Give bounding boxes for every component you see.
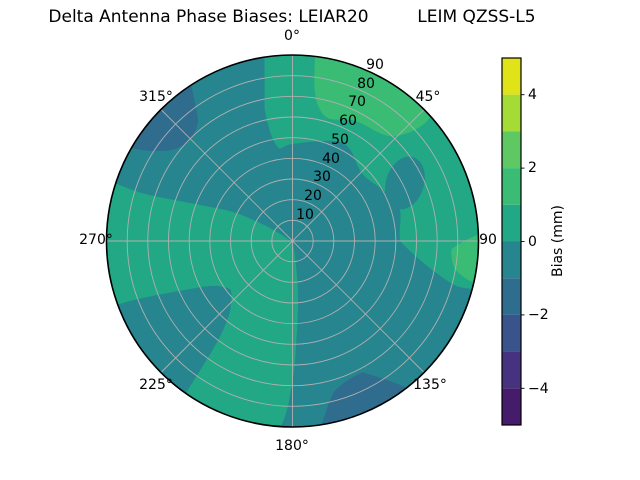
- radial-label-90: 90: [366, 57, 384, 73]
- colorbar-tick-label-4: 4: [528, 87, 537, 103]
- contour-blob-east-minus1-0: [385, 156, 425, 210]
- radial-label-40: 40: [322, 151, 340, 167]
- angle-label-315: 315°: [139, 89, 173, 105]
- polar-spine: [105, 54, 480, 428]
- radial-label-30: 30: [313, 169, 331, 185]
- colorbar-ticks: [521, 94, 525, 389]
- colorbar-tick-label-m4: −4: [528, 381, 549, 397]
- colorbar-segment-4: [502, 204, 521, 242]
- colorbar-segment-5: [502, 241, 521, 279]
- colorbar-segment-6: [502, 278, 521, 315]
- colorbar-tick-label-m2: −2: [528, 307, 549, 323]
- grid-spoke-135-315: [160, 109, 425, 373]
- angle-label-225: 225°: [139, 377, 173, 393]
- colorbar-segment-9: [502, 388, 521, 425]
- colorbar-axis-label: Bias (mm): [550, 204, 566, 278]
- contour-band-west-south-0-1: [106, 183, 298, 427]
- radial-label-20: 20: [304, 188, 322, 204]
- colorbar-segment-3: [502, 168, 521, 205]
- angle-label-135: 135°: [413, 377, 447, 393]
- angle-label-180: 180°: [275, 438, 309, 454]
- angle-label-45: 45°: [415, 89, 441, 105]
- radial-label-50: 50: [331, 132, 349, 148]
- colorbar-segment-7: [502, 314, 521, 352]
- angle-label-0: 0°: [284, 28, 300, 44]
- radial-label-80: 80: [357, 76, 375, 92]
- angle-label-270: 270°: [79, 232, 113, 248]
- polar-grid: [106, 55, 479, 427]
- colorbar-tick-label-2: 2: [528, 160, 537, 176]
- angle-label-90: 90: [479, 232, 497, 248]
- contour-band-southeast-minus2-minus1: [321, 372, 407, 425]
- colorbar-segment-1: [502, 94, 521, 132]
- radial-label-70: 70: [348, 94, 366, 110]
- colorbar-segment-2: [502, 131, 521, 169]
- chart-title: Delta Antenna Phase Biases: LEIAR20 LEIM…: [48, 7, 536, 27]
- radial-label-60: 60: [339, 113, 357, 129]
- radial-label-10: 10: [296, 207, 314, 223]
- colorbar: [501, 57, 525, 426]
- contour-band-northwest-minus2-minus1: [131, 85, 199, 151]
- colorbar-segment-8: [502, 351, 521, 389]
- colorbar-tick-label-0: 0: [528, 234, 537, 250]
- colorbar-segment-0: [502, 58, 521, 95]
